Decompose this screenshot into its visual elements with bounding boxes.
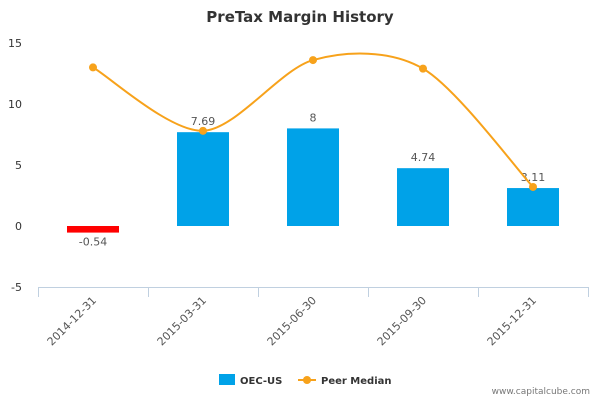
- peer-median-point[interactable]: [309, 56, 317, 65]
- legend-swatch-oec: [219, 374, 235, 385]
- bar[interactable]: [67, 226, 119, 233]
- peer-median-point[interactable]: [529, 182, 537, 191]
- y-tick-label: -5: [11, 281, 22, 294]
- bar-data-label: 8: [310, 111, 317, 124]
- peer-median-point[interactable]: [199, 126, 207, 135]
- bar-data-label: 7.69: [191, 115, 216, 128]
- x-tick-label: 2015-06-30: [265, 294, 319, 348]
- chart-title: PreTax Margin History: [206, 8, 394, 26]
- bar[interactable]: [397, 168, 449, 226]
- legend-item-peer[interactable]: Peer Median: [298, 376, 392, 387]
- bar[interactable]: [507, 188, 559, 226]
- credit-text[interactable]: www.capitalcube.com: [492, 387, 590, 397]
- legend-label-peer: Peer Median: [321, 376, 392, 387]
- peer-median-point[interactable]: [89, 63, 97, 72]
- x-tick-label: 2015-09-30: [375, 294, 429, 348]
- line-series: [89, 52, 537, 191]
- x-tick-label: 2014-12-31: [45, 294, 99, 348]
- x-axis: 2014-12-31 2015-03-31 2015-06-30 2015-09-30…: [38, 287, 589, 348]
- bar-data-label: 4.74: [411, 151, 436, 164]
- y-tick-label: 15: [8, 37, 22, 50]
- bar[interactable]: [287, 128, 339, 226]
- legend-item-oec[interactable]: OEC-US: [219, 374, 282, 387]
- y-tick-label: 5: [15, 159, 22, 172]
- y-tick-label: 10: [8, 98, 22, 111]
- legend-label-oec: OEC-US: [240, 376, 282, 387]
- peer-median-point[interactable]: [419, 64, 427, 73]
- x-tick-label: 2015-03-31: [155, 294, 209, 348]
- legend-swatch-peer-dot: [303, 376, 311, 384]
- x-tick-label: 2015-12-31: [485, 294, 539, 348]
- bars: [67, 128, 559, 233]
- y-axis: -5 0 5 10 15: [8, 37, 22, 294]
- bar-data-label: -0.54: [79, 236, 107, 249]
- y-tick-label: 0: [15, 220, 22, 233]
- legend: OEC-US Peer Median: [219, 374, 392, 387]
- bar[interactable]: [177, 132, 229, 226]
